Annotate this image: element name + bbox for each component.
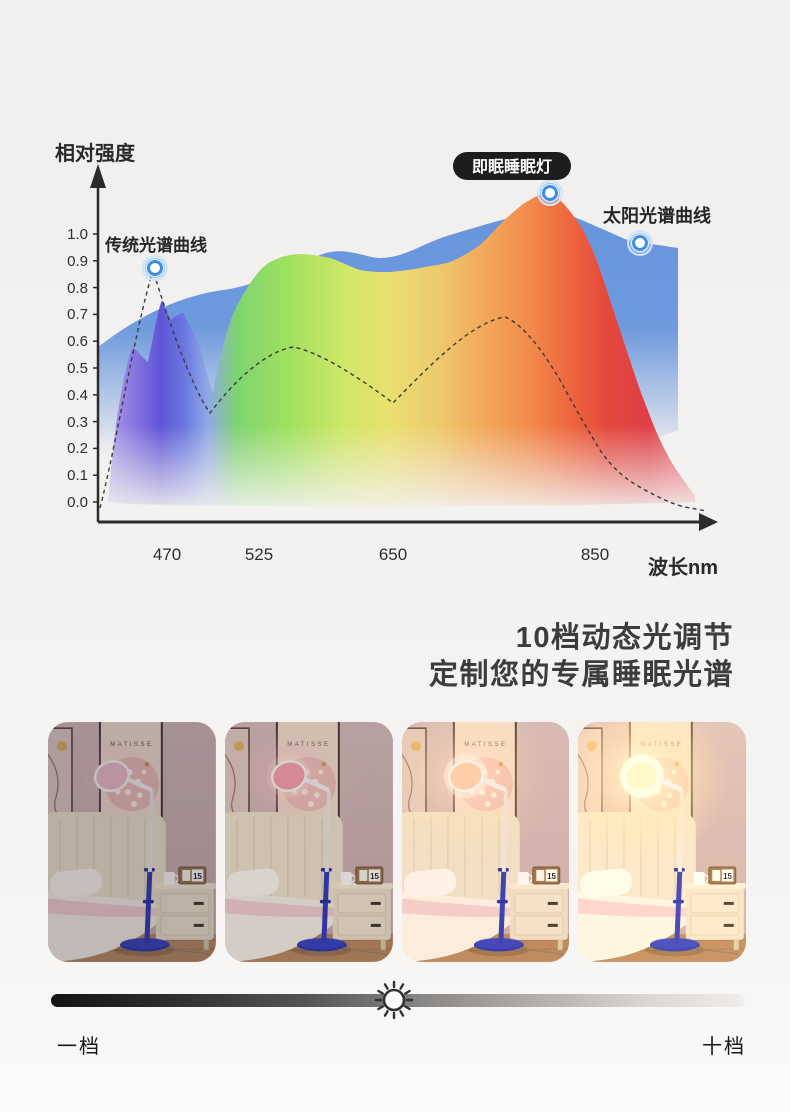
y-tick: 0.3 xyxy=(67,414,88,431)
y-tick: 0.1 xyxy=(67,467,88,484)
y-tick-marks xyxy=(93,233,99,503)
y-tick: 0.4 xyxy=(67,387,88,404)
lamp-level-photo-3 xyxy=(401,722,570,962)
sleep-lamp-badge: 即眠睡眠灯 xyxy=(453,152,571,180)
lamp-level-photo-1 xyxy=(48,722,216,962)
lamp-level-photo-4 xyxy=(578,722,746,962)
x-axis-arrow xyxy=(699,513,718,531)
traditional-curve-marker xyxy=(142,255,168,281)
solar-curve-marker xyxy=(627,230,653,256)
y-axis-arrow xyxy=(90,164,106,188)
x-tick: 650 xyxy=(379,545,407,564)
solar-curve-label: 太阳光谱曲线 xyxy=(603,205,711,226)
x-tick: 470 xyxy=(153,545,181,564)
x-tick: 525 xyxy=(245,545,273,564)
y-tick: 0.0 xyxy=(67,494,88,511)
bottom-fade-overlay xyxy=(60,425,706,510)
sleep-lamp-marker xyxy=(537,180,563,206)
dimmer-max-label: 十档 xyxy=(702,1036,746,1058)
sleep-lamp-badge-label: 即眠睡眠灯 xyxy=(472,157,552,176)
headline-line2: 定制您的专属睡眠光谱 xyxy=(428,659,734,691)
y-tick: 0.8 xyxy=(67,280,88,297)
x-axis-label: 波长nm xyxy=(648,556,718,579)
lamp-level-photo-row xyxy=(48,722,746,962)
y-tick: 1.0 xyxy=(67,226,88,243)
spectrum-chart-svg: 相对强度 1.0 xyxy=(55,141,718,579)
y-tick: 0.6 xyxy=(67,333,88,350)
y-tick: 0.5 xyxy=(67,360,88,377)
y-axis-label: 相对强度 xyxy=(55,141,136,165)
headline: 10档动态光调节 定制您的专属睡眠光谱 xyxy=(429,620,734,694)
spectrum-chart: 相对强度 1.0 xyxy=(0,130,790,600)
y-tick: 0.2 xyxy=(67,440,88,457)
x-tick-labels: 470 525 650 850 xyxy=(153,545,609,564)
y-tick: 0.9 xyxy=(67,253,88,270)
dimmer-min-label: 一档 xyxy=(57,1036,101,1058)
headline-line1: 10档动态光调节 xyxy=(515,622,734,654)
y-tick-labels: 1.0 0.9 0.8 0.7 0.6 0.5 0.4 0.3 0.2 0.1 … xyxy=(67,226,88,511)
y-tick: 0.7 xyxy=(67,306,88,323)
traditional-curve-label: 传统光谱曲线 xyxy=(104,235,207,255)
sun-icon xyxy=(374,980,414,1020)
x-tick: 850 xyxy=(581,545,609,564)
lamp-level-photo-2 xyxy=(224,722,393,962)
